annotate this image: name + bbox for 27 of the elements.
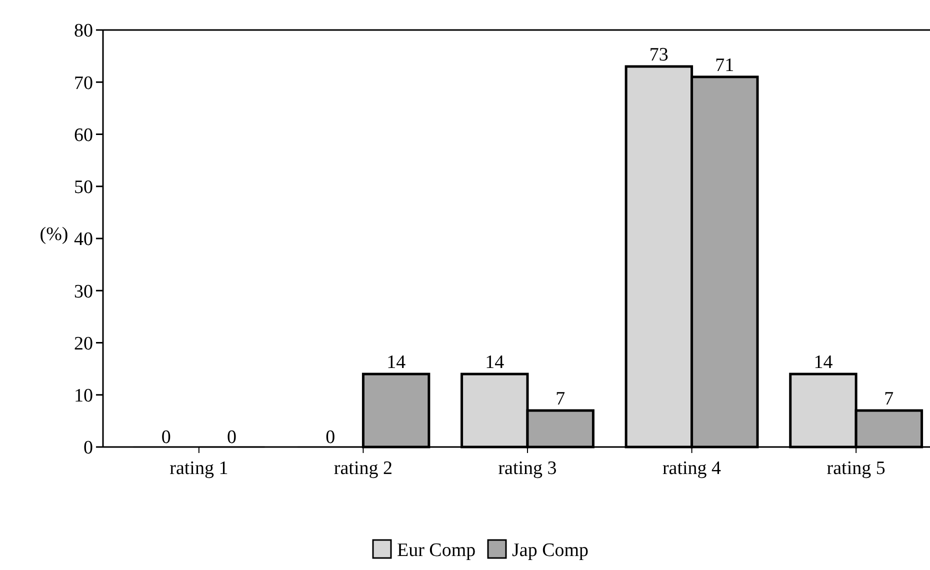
y-axis-title: (%) — [40, 224, 68, 245]
data-label: 0 — [227, 427, 237, 448]
data-label: 7 — [884, 388, 894, 410]
x-tick-label: rating 4 — [662, 458, 722, 479]
data-label: 14 — [386, 352, 406, 374]
y-tick-label: 60 — [74, 124, 93, 146]
data-label: 0 — [161, 427, 171, 448]
y-tick-label: 70 — [74, 72, 93, 94]
y-tick-label: 40 — [74, 229, 93, 250]
x-tick-label: rating 3 — [498, 458, 557, 479]
data-label: 73 — [649, 44, 668, 66]
data-label: 0 — [326, 427, 336, 448]
data-label: 14 — [814, 352, 834, 374]
legend-label: Jap Comp — [512, 540, 589, 561]
data-label: 7 — [556, 388, 566, 410]
legend-label: Eur Comp — [397, 540, 476, 561]
y-tick-label: 0 — [84, 438, 93, 459]
data-label: 71 — [715, 54, 734, 76]
x-tick-label: rating 1 — [170, 458, 228, 479]
data-label: 14 — [485, 352, 505, 374]
y-tick-label: 50 — [74, 177, 93, 198]
x-tick-label: rating 5 — [826, 458, 886, 479]
y-tick-label: 10 — [74, 386, 93, 407]
y-tick-label: 20 — [74, 333, 93, 354]
y-tick-label: 30 — [74, 281, 93, 302]
y-tick-label: 80 — [74, 20, 93, 42]
x-tick-label: rating 2 — [334, 458, 393, 479]
